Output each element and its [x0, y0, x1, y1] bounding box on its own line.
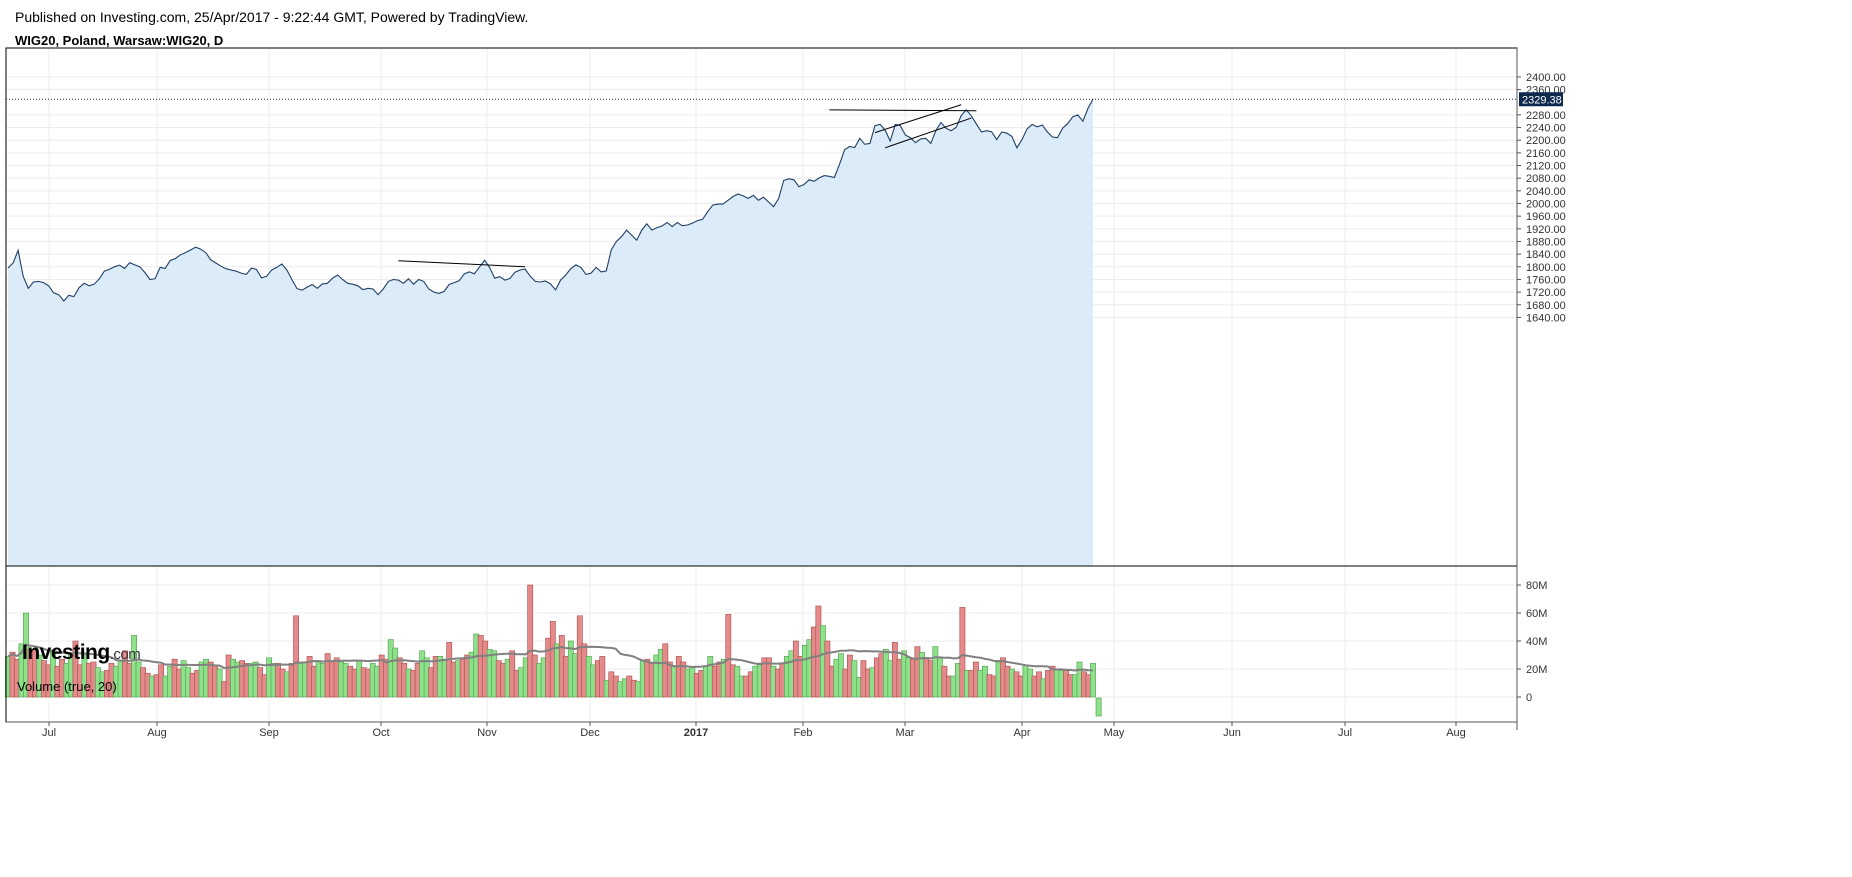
volume-panel-title: Volume (true, 20) — [17, 679, 117, 694]
price-tick-label: 1760.00 — [1526, 274, 1566, 286]
price-tick-label: 2160.00 — [1526, 148, 1566, 160]
price-tick-label: 2040.00 — [1526, 186, 1566, 198]
price-tick-label: 1800.00 — [1526, 262, 1566, 274]
price-tick-label: 1960.00 — [1526, 211, 1566, 223]
time-tick-label: Aug — [1446, 727, 1466, 739]
volume-tick-label: 40M — [1526, 636, 1547, 648]
price-tick-label: 2120.00 — [1526, 161, 1566, 173]
price-axis: 2400.002360.002280.002240.002200.002160.… — [1517, 72, 1566, 324]
price-tick-label: 2400.00 — [1526, 72, 1566, 84]
volume-bar — [599, 656, 606, 698]
symbol-title: WIG20, Poland, Warsaw:WIG20, D — [15, 33, 224, 48]
volume-ma-line — [7, 643, 1094, 672]
logo-brand: Investing — [22, 641, 110, 664]
time-tick-label: Jul — [1338, 727, 1352, 739]
investing-logo: Investing.com — [22, 641, 141, 664]
price-tick-label: 2000.00 — [1526, 199, 1566, 211]
time-tick-label: Sep — [259, 727, 279, 739]
time-tick-label: Jul — [42, 727, 56, 739]
trendline — [829, 109, 977, 112]
volume-tick-label: 20M — [1526, 664, 1547, 676]
chart-frame — [5, 47, 1518, 730]
trendline — [884, 117, 972, 149]
price-tick-label: 1920.00 — [1526, 224, 1566, 236]
trendline — [398, 260, 526, 268]
price-tick-label: 2280.00 — [1526, 110, 1566, 122]
price-line — [7, 98, 1094, 302]
volume-tick-label: 60M — [1526, 608, 1547, 620]
time-tick-label: May — [1104, 727, 1125, 739]
trendline — [874, 104, 962, 134]
last-price-label: 2329.38 — [1522, 94, 1562, 106]
svg-text:Investing.com: Investing.com — [22, 641, 140, 664]
volume-axis: 80M 60M 40M 20M 0 — [1517, 580, 1547, 704]
price-tick-label: 1640.00 — [1526, 312, 1566, 324]
price-tick-label: 1720.00 — [1526, 287, 1566, 299]
volume-moving-average — [7, 643, 1094, 672]
volume-bar — [527, 584, 534, 698]
volume-bar — [959, 607, 966, 698]
time-tick-label: Oct — [372, 727, 389, 739]
time-tick-label: Feb — [794, 727, 813, 739]
price-tick-label: 1680.00 — [1526, 300, 1566, 312]
volume-bar — [725, 614, 732, 698]
volume-bar — [1090, 663, 1096, 698]
trendlines — [398, 104, 977, 268]
time-tick-label: Jun — [1223, 727, 1241, 739]
time-tick-label: Nov — [477, 727, 497, 739]
last-price-badge — [1519, 92, 1563, 107]
volume-tick-label: 0 — [1526, 692, 1532, 704]
price-tick-label: 2080.00 — [1526, 173, 1566, 185]
time-tick-label: Dec — [580, 727, 600, 739]
price-fill — [8, 99, 1093, 566]
volume-bar — [1095, 697, 1102, 717]
price-area — [6, 98, 1517, 566]
time-tick-label: 2017 — [684, 727, 708, 739]
price-tick-label: 2200.00 — [1526, 135, 1566, 147]
volume-tick-label: 80M — [1526, 580, 1547, 592]
logo-suffix: .com — [110, 646, 141, 663]
volume-bar — [293, 615, 299, 698]
time-tick-label: Apr — [1013, 727, 1030, 739]
published-info: Published on Investing.com, 25/Apr/2017 … — [15, 9, 529, 25]
price-tick-label: 1840.00 — [1526, 249, 1566, 261]
price-tick-label: 2240.00 — [1526, 123, 1566, 135]
time-tick-label: Mar — [896, 727, 915, 739]
time-axis: Jul Aug Sep Oct Nov Dec 2017 Feb Mar Apr May Jun Jul… — [42, 722, 1466, 739]
volume-bars — [5, 584, 1102, 717]
time-tick-label: Aug — [147, 727, 167, 739]
price-tick-label: 1880.00 — [1526, 236, 1566, 248]
